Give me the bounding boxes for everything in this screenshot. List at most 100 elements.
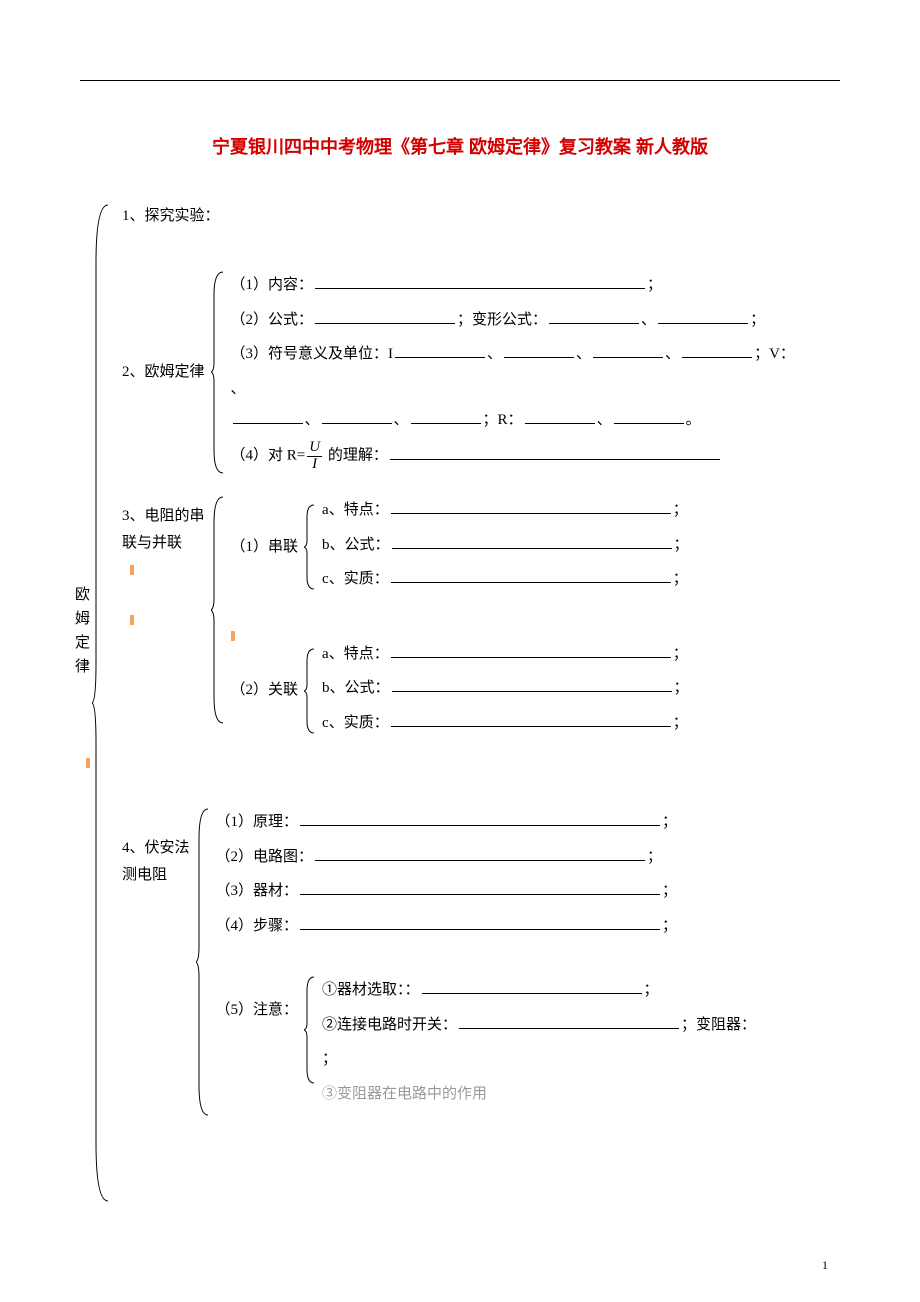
s2-row4: （4）对 R=UI 的理解： — [231, 440, 840, 473]
end: ； — [673, 646, 688, 662]
blank — [549, 309, 639, 324]
s3a-row-a: a、特点： ； — [322, 495, 840, 527]
blank — [391, 499, 671, 514]
s3a-row-c: c、实质： ； — [322, 564, 840, 596]
s3-series: （1）串联 a、特点： ； b、公式： ； c、实质： ； — [231, 495, 840, 599]
blank — [315, 846, 645, 861]
s4-r2: （2）电路图： — [216, 849, 314, 865]
frac-den: I — [307, 457, 322, 473]
s2-row3: （3）符号意义及单位：I、、、；V： — [231, 339, 840, 371]
dot — [130, 565, 134, 575]
page-number: 1 — [822, 1255, 828, 1277]
blank — [300, 811, 660, 826]
blank — [682, 343, 752, 358]
blank — [300, 880, 660, 895]
blank — [395, 343, 485, 358]
s3b-row-a: a、特点：； — [322, 639, 840, 671]
s3-parallel: （2）关联 a、特点：； b、公式： ； c、实质： ； — [231, 639, 840, 743]
sep: 、 — [665, 346, 680, 362]
s4-n1-t: ①器材选取：： — [322, 982, 420, 998]
section-4: 4、伏安法 测电阻 （1）原理： ； （2）电路图： ； （3）器材： ； （4）步骤… — [122, 807, 840, 1138]
blank — [593, 343, 663, 358]
s2-sep: 、 — [641, 312, 656, 328]
section-1: 1、探究实验： — [122, 203, 840, 230]
end: ； — [673, 715, 688, 731]
blank — [391, 643, 671, 658]
section-3-brace — [211, 495, 225, 725]
blank — [504, 343, 574, 358]
s3b-row-b: b、公式： ； — [322, 673, 840, 705]
blank — [658, 309, 748, 324]
section-1-label: 1、探究实验： — [122, 203, 220, 230]
s3-b: b、公式： — [322, 537, 390, 553]
s4-row2: （2）电路图： ； — [216, 842, 840, 874]
end: ； — [673, 502, 688, 518]
sep: 、 — [597, 412, 612, 428]
section-2-brace — [211, 270, 225, 475]
s2-row2: （2）公式： ；变形公式： 、 ； — [231, 305, 840, 337]
blank — [392, 534, 672, 549]
s2-r4-mid: 的理解： — [324, 448, 388, 464]
s4-row1: （1）原理： ； — [216, 807, 840, 839]
blank — [422, 979, 642, 994]
s4-n2b: ； — [322, 1044, 840, 1076]
s3a-row-b: b、公式： ； — [322, 530, 840, 562]
s4-r4: （4）步骤： — [216, 918, 299, 934]
s2-r3b-mid: ；R： — [483, 412, 523, 428]
root-brace — [92, 203, 110, 1203]
outline-body: 欧姆定律 1、探究实验： 2、欧姆定律 （1）内容：； （2）公式：；变形公式：… — [80, 203, 840, 1138]
s3-sub2-brace — [304, 647, 316, 735]
section-4-brace — [196, 807, 210, 1117]
s2-row3b: 、、、；R：、。 — [231, 374, 840, 437]
s4-n2-end: ；变阻器： — [681, 1017, 756, 1033]
s4-n2: ②连接电路时开关： ；变阻器： — [322, 1010, 840, 1042]
end: ； — [674, 680, 689, 696]
section-4-label: 4、伏安法 测电阻 — [122, 807, 190, 889]
s2-r2-pre: （2）公式： — [231, 312, 314, 328]
s4-notes: （5）注意： ①器材选取：： ； ②连接电路时开关： ；变阻器： ； ③变阻器在电路… — [216, 975, 840, 1113]
root-label: 欧姆定律 — [75, 583, 90, 679]
s4-r5-label: （5）注意： — [216, 975, 299, 1024]
s2-r3-end: ；V： — [754, 346, 795, 362]
frac-num: U — [307, 440, 322, 457]
s3-sub2-label: （2）关联 — [231, 677, 299, 704]
s4-r1: （1）原理： — [216, 814, 299, 830]
blank — [322, 409, 392, 424]
section-2: 2、欧姆定律 （1）内容：； （2）公式：；变形公式：、； （3）符号意义及单位… — [122, 270, 840, 475]
s4-n1: ①器材选取：： ； — [322, 975, 840, 1007]
sep: 、 — [394, 412, 409, 428]
page-title: 宁夏银川四中中考物理《第七章 欧姆定律》复习教案 新人教版 — [80, 131, 840, 163]
s4-row3: （3）器材： ； — [216, 876, 840, 908]
top-rule — [80, 80, 840, 81]
s2-r2-mid: ；变形公式： — [457, 312, 547, 328]
s4-n3: ③变阻器在电路中的作用 — [322, 1079, 840, 1111]
blank — [391, 568, 671, 583]
blank — [411, 409, 481, 424]
s3-b2: b、公式： — [322, 680, 390, 696]
section-3: 3、电阻的串 联与并联 （1）串联 a、特点： ； b、公式： ； c、实质： ； — [122, 495, 840, 767]
end: ； — [674, 537, 689, 553]
end: ； — [647, 849, 662, 865]
dot — [86, 758, 90, 768]
blank — [459, 1014, 679, 1029]
end: ； — [673, 571, 688, 587]
section-3-label: 3、电阻的串 联与并联 — [122, 495, 205, 557]
end: ； — [662, 883, 677, 899]
s3-c: c、实质： — [322, 571, 389, 587]
s4-n2-pre: ②连接电路时开关： — [322, 1017, 457, 1033]
blank — [392, 677, 672, 692]
sep: 、 — [305, 412, 320, 428]
dot — [231, 631, 235, 641]
s2-end: ； — [750, 312, 765, 328]
dot — [130, 615, 134, 625]
s4-r3: （3）器材： — [216, 883, 299, 899]
sep: 、 — [487, 346, 502, 362]
s3-a: a、特点： — [322, 502, 389, 518]
s3-c2: c、实质： — [322, 715, 389, 731]
s2-r3b-end: 。 — [686, 412, 701, 428]
end: ； — [662, 814, 677, 830]
s3-sub1-label: （1）串联 — [231, 534, 299, 561]
blank — [300, 915, 660, 930]
s4-row4: （4）步骤：； — [216, 911, 840, 943]
end: ； — [644, 982, 659, 998]
